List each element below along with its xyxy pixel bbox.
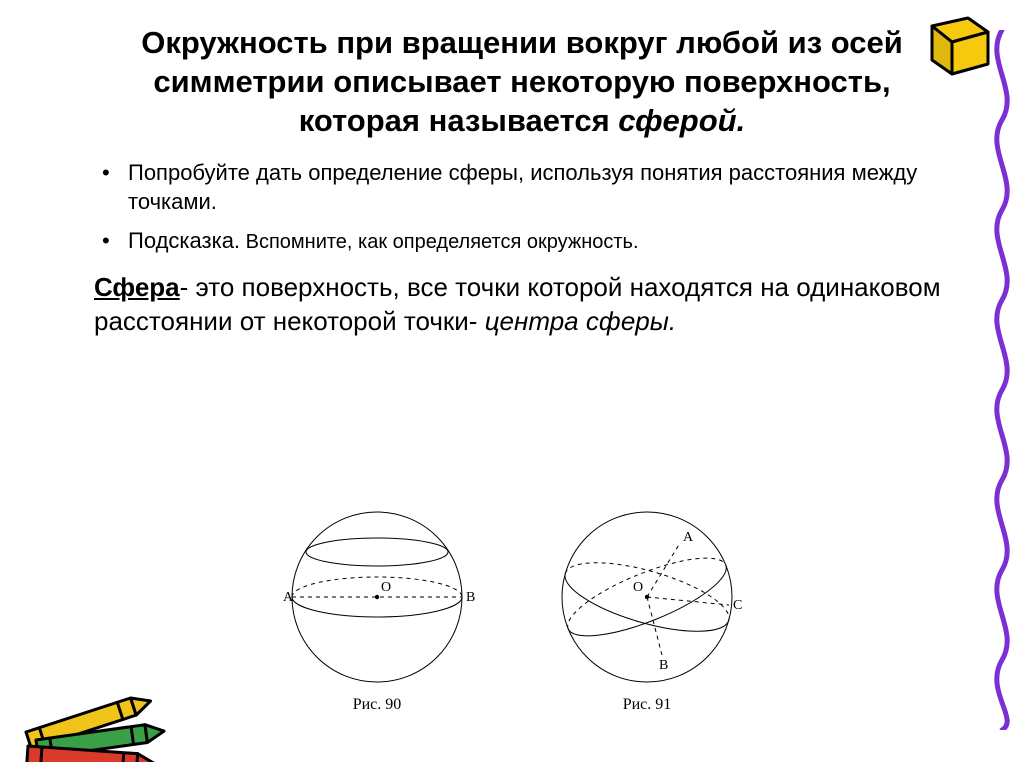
definition-term: Сфера [94,272,180,302]
sphere-diagram-2: A B C O [547,505,747,690]
label-A: A [283,590,294,605]
hint-text: Вспомните, как определяется окружность. [240,231,638,253]
title-italic: сферой. [618,103,745,138]
figures-row: A B O Рис. 90 [0,505,1024,714]
label-B: B [466,590,475,605]
figure-91: A B C O Рис. 91 [547,505,747,714]
sphere-diagram-1: A B O [277,505,477,690]
bullet-item: Попробуйте дать определение сферы, испол… [94,158,944,216]
squiggle-decor-icon [980,30,1024,730]
crayons-decor-icon [18,692,198,762]
definition-italic: центра сферы. [485,306,676,336]
label-C: C [733,598,742,613]
hint-label: Подсказка. [128,228,240,253]
slide: Окружность при вращении вокруг любой из … [0,0,1024,768]
title-plain: Окружность при вращении вокруг любой из … [141,25,903,138]
figure-90: A B O Рис. 90 [277,505,477,714]
cube-decor-icon [916,6,996,80]
figure-caption: Рис. 90 [277,696,477,714]
definition-paragraph: Сфера- это поверхность, все точки которо… [94,270,944,339]
bullet-list: Попробуйте дать определение сферы, испол… [94,158,944,255]
label-O: O [633,580,643,595]
bullet-text: Попробуйте дать определение сферы, испол… [128,160,917,214]
bullet-item: Подсказка. Вспомните, как определяется о… [94,226,944,255]
label-O: O [381,580,391,595]
label-B: B [659,658,668,673]
slide-title: Окружность при вращении вокруг любой из … [90,24,954,140]
figure-caption: Рис. 91 [547,696,747,714]
label-A: A [683,530,694,545]
